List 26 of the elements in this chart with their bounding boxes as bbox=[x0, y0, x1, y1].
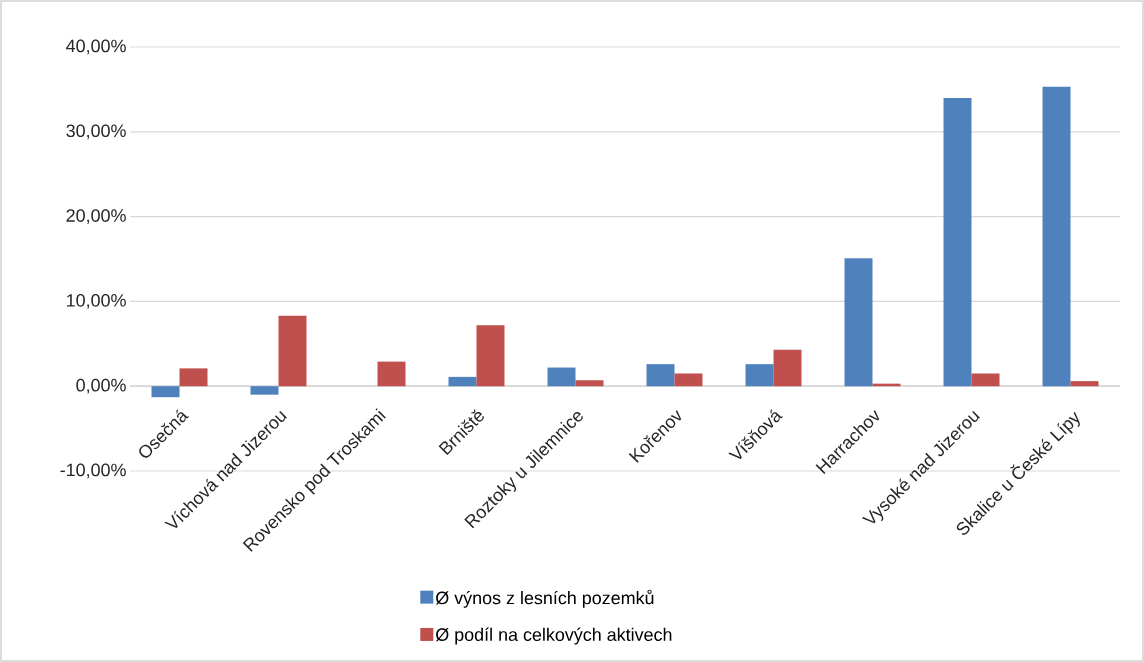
y-tick-label: 40,00% bbox=[66, 39, 126, 55]
y-tick-label: 0,00% bbox=[76, 378, 126, 394]
bar bbox=[844, 258, 873, 387]
bar bbox=[278, 315, 307, 387]
bar bbox=[179, 368, 208, 387]
y-tick-label: -10,00% bbox=[60, 463, 126, 479]
bar bbox=[1042, 86, 1071, 387]
y-tick-label: 20,00% bbox=[66, 209, 126, 225]
bar bbox=[448, 376, 477, 387]
y-tick-label: 30,00% bbox=[66, 124, 126, 140]
legend-label: Ø výnos z lesních pozemků bbox=[435, 589, 654, 608]
bar bbox=[773, 349, 802, 387]
bar bbox=[476, 325, 505, 387]
bar bbox=[151, 386, 180, 398]
bar bbox=[745, 364, 774, 387]
bar bbox=[943, 97, 972, 387]
bar bbox=[575, 380, 604, 387]
bar bbox=[377, 361, 406, 387]
bar bbox=[1070, 381, 1099, 387]
bar bbox=[646, 364, 675, 387]
y-tick-label: 10,00% bbox=[67, 293, 126, 309]
bar bbox=[250, 386, 279, 395]
bar bbox=[547, 367, 576, 387]
legend-label: Ø podíl na celkových aktivech bbox=[435, 627, 672, 645]
bar bbox=[674, 373, 703, 387]
bar bbox=[971, 373, 1000, 387]
